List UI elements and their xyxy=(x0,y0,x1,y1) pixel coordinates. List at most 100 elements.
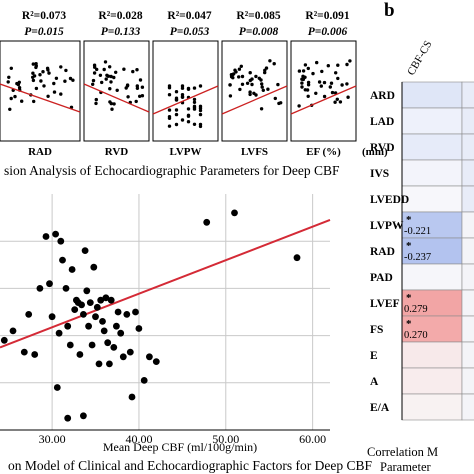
table-row-label: E xyxy=(370,350,378,362)
subplot-point xyxy=(233,68,237,72)
subplot-point xyxy=(192,104,197,109)
subplot-point xyxy=(122,67,126,71)
subplot-point xyxy=(240,82,245,87)
subplot-point xyxy=(198,108,203,113)
subplot-point xyxy=(276,82,280,87)
subplot-point xyxy=(126,95,130,99)
subplot-point xyxy=(114,70,118,75)
scatter-point xyxy=(99,318,106,325)
table-cell xyxy=(401,81,463,109)
subplot-point xyxy=(250,82,254,87)
subplot-point xyxy=(334,71,338,75)
subplot-p-label: P=0.008 xyxy=(239,26,279,38)
subplot-point xyxy=(135,86,140,91)
scatter-point xyxy=(107,296,115,304)
subplot-point xyxy=(91,82,95,87)
x-tick-label: 60.00 xyxy=(299,432,326,446)
subplot-point xyxy=(140,85,145,89)
table-cell xyxy=(401,133,463,161)
significance-star: * xyxy=(406,318,412,330)
x-tick-label: 50.00 xyxy=(212,432,239,446)
table-cell xyxy=(401,341,463,369)
scatter-point xyxy=(48,313,56,321)
correlation-table-title: Correlation M xyxy=(367,445,438,459)
subplot-point xyxy=(277,101,281,106)
plot-area xyxy=(0,194,330,430)
table-row-label: A xyxy=(370,376,379,388)
subplot-point xyxy=(303,88,307,92)
subplot-point xyxy=(180,84,185,88)
subplot-point xyxy=(110,107,114,111)
subplot-point xyxy=(7,75,11,80)
subplot-point xyxy=(348,59,352,63)
correlation-table-subtitle: Parameter xyxy=(380,460,432,474)
subplot-x-label: LVFS xyxy=(241,146,268,158)
subplot-point xyxy=(239,64,243,69)
subplot-point xyxy=(17,86,22,90)
scatter-point xyxy=(81,247,89,255)
subplot-point xyxy=(94,97,99,102)
scatter-point xyxy=(31,351,39,358)
subplot-point xyxy=(112,75,116,80)
subplot-point xyxy=(237,75,241,79)
scatter-point xyxy=(52,230,59,238)
scatter-point xyxy=(114,308,122,316)
subplot-point xyxy=(273,96,277,101)
subplot-point xyxy=(34,86,39,91)
subplot-point xyxy=(263,70,267,75)
subplot-point xyxy=(250,77,254,81)
table-row-label: LAD xyxy=(370,116,394,128)
subplot-point xyxy=(9,96,13,101)
subplot-point xyxy=(257,76,261,81)
scatter-point xyxy=(106,360,113,368)
table-cell-next xyxy=(461,315,474,343)
subplot-point xyxy=(333,100,337,104)
scatter-point xyxy=(126,348,134,356)
subplot-point xyxy=(268,59,272,63)
scatter-point xyxy=(9,327,17,335)
scatter-point xyxy=(0,336,8,344)
subplot-point xyxy=(192,122,197,127)
subplot-point xyxy=(103,60,108,64)
table-row-label: E/A xyxy=(370,402,390,414)
subplot-point xyxy=(32,99,36,104)
subplot-frame xyxy=(290,40,357,142)
table-cell-next xyxy=(461,237,474,265)
top-panel-caption: sion Analysis of Echocardiographic Param… xyxy=(4,163,340,178)
subplot-point xyxy=(261,88,265,93)
main-scatter-plot: 30.00 40.00 50.00 60.00 xyxy=(0,194,331,446)
subplot-point xyxy=(125,83,130,87)
subplot-point xyxy=(198,104,203,109)
subplot-point xyxy=(330,90,335,95)
table-cell xyxy=(401,185,463,213)
subplot-point xyxy=(180,118,185,122)
table-cell-next xyxy=(461,263,474,291)
subplot-point xyxy=(102,67,106,72)
subplot-p-label: P=0.133 xyxy=(101,26,141,38)
scatter-point xyxy=(53,384,61,391)
table-cell-next xyxy=(461,185,474,213)
subplot-point xyxy=(237,67,242,71)
subplot-point xyxy=(303,63,308,67)
main-x-axis-label: Mean Deep CBF (ml/100g/min) xyxy=(103,440,257,454)
scatter-point xyxy=(25,311,33,318)
subplot-point xyxy=(192,97,197,102)
table-row-label: IVS xyxy=(370,168,389,180)
subplot-point xyxy=(345,82,349,86)
subplot-point xyxy=(240,74,245,79)
table-cell xyxy=(401,315,463,343)
subplot-point xyxy=(338,100,343,104)
subplot-point xyxy=(306,94,310,99)
subplot-point xyxy=(32,74,37,78)
subplot-point xyxy=(336,76,340,81)
significance-star: * xyxy=(406,214,412,226)
subplot-point xyxy=(315,60,319,65)
scatter-point xyxy=(55,329,63,337)
subplot-x-label: LVPW xyxy=(170,146,202,158)
table-cell xyxy=(401,367,463,395)
scatter-point xyxy=(20,348,28,356)
table-row-label: LVEDD xyxy=(370,194,409,206)
subplot-point xyxy=(198,122,203,127)
scatter-point xyxy=(80,311,87,318)
subplot-point xyxy=(345,62,349,67)
